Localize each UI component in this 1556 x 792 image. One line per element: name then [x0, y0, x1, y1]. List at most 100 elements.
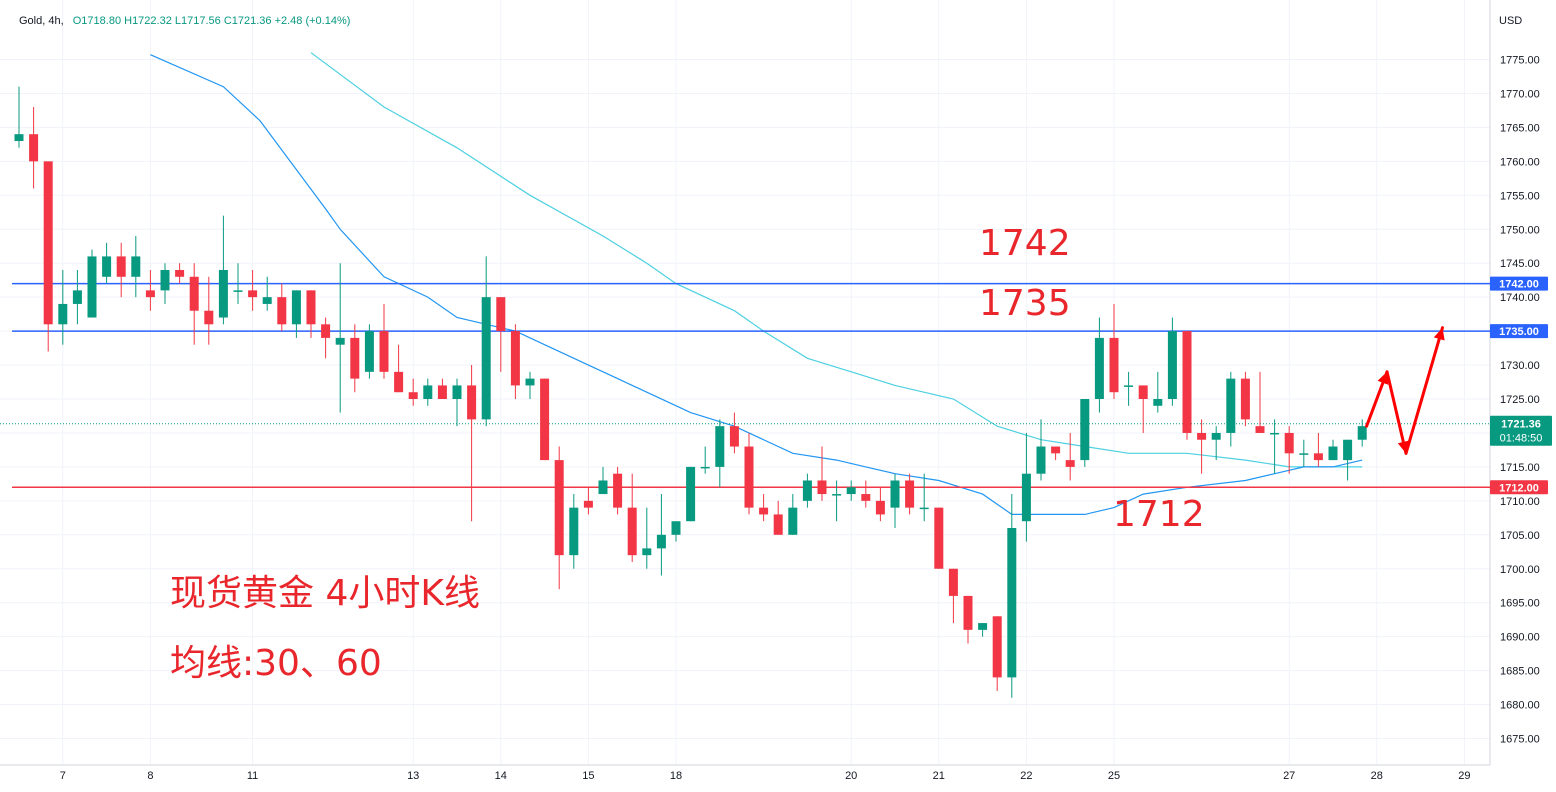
candle[interactable] — [1284, 426, 1294, 474]
candle[interactable] — [1051, 446, 1061, 461]
candle[interactable] — [1021, 432, 1031, 542]
candle-body — [934, 507, 944, 569]
candle[interactable] — [1124, 371, 1134, 406]
candle[interactable] — [145, 269, 155, 311]
candle[interactable] — [233, 263, 243, 304]
candle[interactable] — [540, 378, 550, 461]
candle[interactable] — [1240, 371, 1250, 427]
candle[interactable] — [43, 161, 53, 352]
candle[interactable] — [890, 473, 900, 529]
candle[interactable] — [14, 86, 24, 148]
candle[interactable] — [437, 378, 447, 399]
candle[interactable] — [773, 500, 783, 535]
candle[interactable] — [189, 263, 199, 345]
candle[interactable] — [160, 263, 170, 304]
candle[interactable] — [379, 303, 389, 379]
candle[interactable] — [1109, 303, 1119, 399]
candle-body — [1036, 446, 1046, 474]
candle[interactable] — [802, 473, 812, 508]
candle[interactable] — [978, 623, 988, 637]
candle[interactable] — [934, 507, 944, 569]
candle[interactable] — [1328, 439, 1338, 461]
candle[interactable] — [583, 487, 593, 515]
candle[interactable] — [87, 249, 97, 318]
candle[interactable] — [72, 269, 82, 325]
candle[interactable] — [1007, 494, 1017, 698]
candle[interactable] — [116, 242, 126, 298]
candle[interactable] — [817, 446, 827, 501]
candle[interactable] — [1182, 331, 1192, 440]
candle[interactable] — [1153, 371, 1163, 413]
candle[interactable] — [510, 324, 520, 399]
candle[interactable] — [700, 446, 710, 474]
candle[interactable] — [729, 412, 739, 454]
candle[interactable] — [1036, 419, 1046, 481]
candle[interactable] — [613, 466, 623, 515]
candle[interactable] — [1211, 426, 1221, 461]
annotation-1735: 1735 — [979, 283, 1071, 324]
candle[interactable] — [175, 263, 185, 284]
candle[interactable] — [1167, 317, 1177, 406]
candle[interactable] — [671, 521, 681, 542]
candle[interactable] — [554, 446, 564, 590]
candle[interactable] — [642, 507, 652, 569]
candle[interactable] — [1197, 419, 1207, 474]
candle[interactable] — [1080, 399, 1090, 467]
candle[interactable] — [905, 473, 915, 515]
candle[interactable] — [788, 494, 798, 535]
candle[interactable] — [948, 568, 958, 624]
candle[interactable] — [452, 378, 462, 427]
candle[interactable] — [467, 365, 477, 522]
candle[interactable] — [277, 283, 287, 332]
candle[interactable] — [1255, 371, 1265, 433]
candle[interactable] — [686, 466, 696, 522]
candle[interactable] — [1343, 439, 1353, 481]
price-axis[interactable]: 1775.00 1770.00 1765.00 1760.00 1755.00 1750.… — [1489, 0, 1540, 765]
candle[interactable] — [306, 290, 316, 338]
candle[interactable] — [496, 297, 506, 372]
candle[interactable] — [656, 494, 666, 576]
candle[interactable] — [321, 317, 331, 359]
candle[interactable] — [963, 595, 973, 644]
candle[interactable] — [218, 215, 228, 325]
candle[interactable] — [350, 324, 360, 393]
candle[interactable] — [335, 263, 345, 413]
candle[interactable] — [262, 276, 272, 311]
candle[interactable] — [58, 269, 68, 345]
candle[interactable] — [759, 494, 769, 522]
candle[interactable] — [1138, 385, 1148, 433]
candle[interactable] — [131, 236, 141, 298]
candle[interactable] — [846, 480, 856, 501]
candle[interactable] — [992, 616, 1002, 691]
candle[interactable] — [423, 378, 433, 406]
candle[interactable] — [627, 473, 637, 562]
candle[interactable] — [1094, 317, 1104, 413]
candle[interactable] — [394, 344, 404, 393]
candle[interactable] — [291, 290, 301, 338]
candle[interactable] — [569, 494, 579, 569]
candle[interactable] — [102, 242, 112, 284]
candle[interactable] — [1299, 439, 1309, 467]
candle[interactable] — [481, 256, 491, 427]
candle[interactable] — [408, 378, 418, 406]
time-axis[interactable]: 7 8 11 13 14 15 18 20 21 22 25 27 28 29 — [0, 764, 1490, 782]
candle[interactable] — [1270, 419, 1280, 474]
candle[interactable] — [875, 487, 885, 522]
candle[interactable] — [744, 432, 754, 515]
candle[interactable] — [598, 466, 608, 495]
candle[interactable] — [861, 480, 871, 508]
candle[interactable] — [1226, 371, 1236, 447]
candle[interactable] — [364, 324, 374, 379]
candle[interactable] — [248, 269, 258, 311]
candle[interactable] — [715, 419, 725, 488]
candle[interactable] — [1357, 419, 1367, 447]
candle[interactable] — [1313, 432, 1323, 467]
candle[interactable] — [525, 371, 535, 399]
candle[interactable] — [204, 276, 214, 345]
candles[interactable] — [14, 86, 1367, 698]
candle[interactable] — [832, 480, 842, 522]
candle[interactable] — [919, 473, 929, 522]
candle[interactable] — [29, 107, 39, 189]
candle[interactable] — [1065, 432, 1075, 481]
